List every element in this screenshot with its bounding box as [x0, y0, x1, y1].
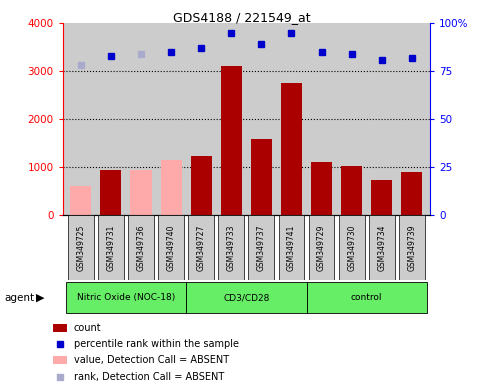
Text: GDS4188 / 221549_at: GDS4188 / 221549_at: [173, 12, 310, 25]
Bar: [66, 282, 186, 313]
Text: GSM349725: GSM349725: [76, 225, 85, 271]
Bar: [339, 215, 365, 280]
Text: CD3/CD28: CD3/CD28: [223, 293, 270, 302]
Bar: [248, 215, 274, 280]
Bar: [311, 162, 332, 215]
Bar: [53, 324, 68, 332]
Bar: [71, 186, 91, 215]
Text: GSM349737: GSM349737: [257, 224, 266, 271]
Bar: [309, 215, 335, 280]
Bar: [53, 356, 68, 364]
Text: GSM349740: GSM349740: [167, 224, 176, 271]
Text: GSM349730: GSM349730: [347, 224, 356, 271]
Text: GSM349734: GSM349734: [377, 224, 386, 271]
Text: ▶: ▶: [36, 293, 45, 303]
Text: GSM349727: GSM349727: [197, 225, 206, 271]
Bar: [158, 215, 184, 280]
Bar: [371, 180, 392, 215]
Text: GSM349731: GSM349731: [106, 225, 115, 271]
Text: value, Detection Call = ABSENT: value, Detection Call = ABSENT: [74, 355, 229, 365]
Text: control: control: [351, 293, 383, 302]
Text: rank, Detection Call = ABSENT: rank, Detection Call = ABSENT: [74, 372, 224, 382]
Bar: [68, 215, 94, 280]
Bar: [401, 172, 422, 215]
Bar: [186, 282, 307, 313]
Bar: [341, 166, 362, 215]
Text: agent: agent: [5, 293, 35, 303]
Text: GSM349729: GSM349729: [317, 225, 326, 271]
Bar: [100, 170, 121, 215]
Text: percentile rank within the sample: percentile rank within the sample: [74, 339, 239, 349]
Bar: [218, 215, 244, 280]
Bar: [369, 215, 395, 280]
Bar: [188, 215, 214, 280]
Text: GSM349733: GSM349733: [227, 224, 236, 271]
Bar: [98, 215, 124, 280]
Bar: [221, 66, 242, 215]
Bar: [191, 156, 212, 215]
Bar: [307, 282, 427, 313]
Bar: [128, 215, 154, 280]
Bar: [160, 160, 182, 215]
Bar: [279, 215, 304, 280]
Bar: [281, 83, 302, 215]
Text: GSM349736: GSM349736: [137, 224, 145, 271]
Text: Nitric Oxide (NOC-18): Nitric Oxide (NOC-18): [77, 293, 175, 302]
Text: GSM349741: GSM349741: [287, 225, 296, 271]
Bar: [251, 139, 272, 215]
Bar: [130, 170, 152, 215]
Text: count: count: [74, 323, 101, 333]
Text: GSM349739: GSM349739: [407, 224, 416, 271]
Bar: [399, 215, 425, 280]
